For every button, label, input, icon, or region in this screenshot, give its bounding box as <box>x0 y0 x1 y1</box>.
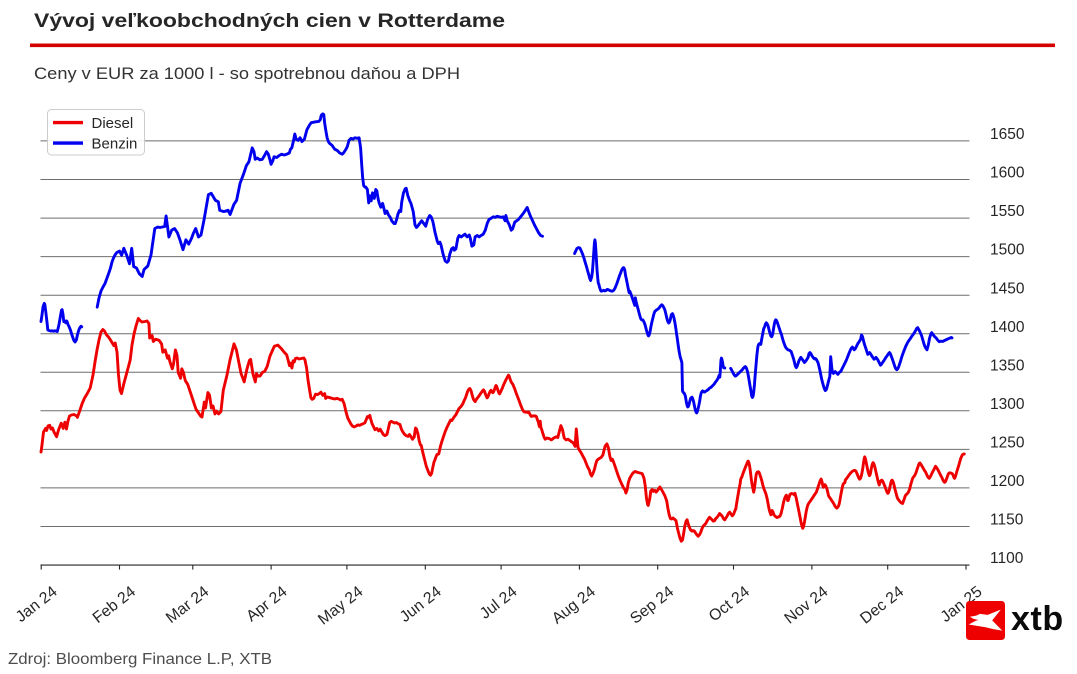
svg-text:1450: 1450 <box>990 280 1025 297</box>
svg-text:1500: 1500 <box>990 242 1025 259</box>
svg-text:1150: 1150 <box>990 512 1024 529</box>
svg-text:1300: 1300 <box>990 396 1025 413</box>
svg-text:Zdroj: Bloomberg Finance L.P,: Zdroj: Bloomberg Finance L.P, XTB <box>8 651 272 668</box>
svg-text:Benzin: Benzin <box>92 135 138 152</box>
svg-text:1650: 1650 <box>990 126 1025 143</box>
svg-text:1600: 1600 <box>990 165 1025 182</box>
svg-text:1250: 1250 <box>990 435 1025 452</box>
svg-text:1350: 1350 <box>990 357 1025 374</box>
svg-text:1200: 1200 <box>990 473 1025 490</box>
svg-text:1550: 1550 <box>990 203 1025 220</box>
svg-text:xtb: xtb <box>1011 600 1064 638</box>
svg-text:Diesel: Diesel <box>92 115 134 132</box>
svg-text:1100: 1100 <box>990 550 1024 567</box>
svg-text:Ceny v EUR za 1000 l - so spot: Ceny v EUR za 1000 l - so spotrebnou daň… <box>34 64 460 83</box>
svg-text:Vývoj veľkoobchodných cien v R: Vývoj veľkoobchodných cien v Rotterdame <box>34 10 505 32</box>
svg-text:1400: 1400 <box>990 319 1025 336</box>
